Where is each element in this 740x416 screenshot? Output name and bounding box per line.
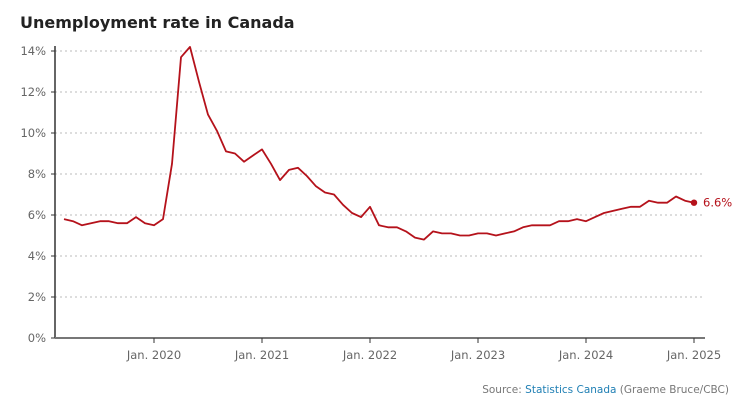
y-tick-label: 2% [28, 290, 46, 304]
x-tick-label: Jan. 2024 [558, 348, 613, 362]
x-tick-label: Jan. 2023 [450, 348, 505, 362]
x-tick-label: Jan. 2025 [666, 348, 721, 362]
end-point-marker [690, 199, 698, 206]
source-link[interactable]: Statistics Canada [525, 384, 616, 396]
series: 6.6% [63, 46, 732, 241]
x-tick-label: Jan. 2020 [126, 348, 181, 362]
source-line: Source: Statistics Canada (Graeme Bruce/… [482, 384, 729, 396]
end-value-label: 6.6% [703, 196, 732, 210]
y-axis: 0% 2% 4% 6% 8% 10% 12% 14% [20, 44, 56, 345]
y-tick-label: 4% [28, 249, 46, 263]
x-tick-label: Jan. 2022 [342, 348, 397, 362]
y-tick-label: 8% [28, 167, 46, 181]
y-tick-label: 14% [20, 44, 46, 58]
series-line [63, 46, 695, 241]
x-tick-label: Jan. 2021 [234, 348, 289, 362]
chart-title: Unemployment rate in Canada [20, 13, 295, 32]
grid [55, 50, 705, 298]
y-tick-label: 12% [20, 85, 46, 99]
source-prefix: Source: [482, 384, 525, 396]
source-suffix: (Graeme Bruce/CBC) [616, 384, 729, 396]
y-tick-label: 10% [20, 126, 46, 140]
y-tick-label: 6% [28, 208, 46, 222]
x-axis: Jan. 2020 Jan. 2021 Jan. 2022 Jan. 2023 Jan.… [55, 337, 721, 362]
y-tick-label: 0% [28, 331, 46, 345]
